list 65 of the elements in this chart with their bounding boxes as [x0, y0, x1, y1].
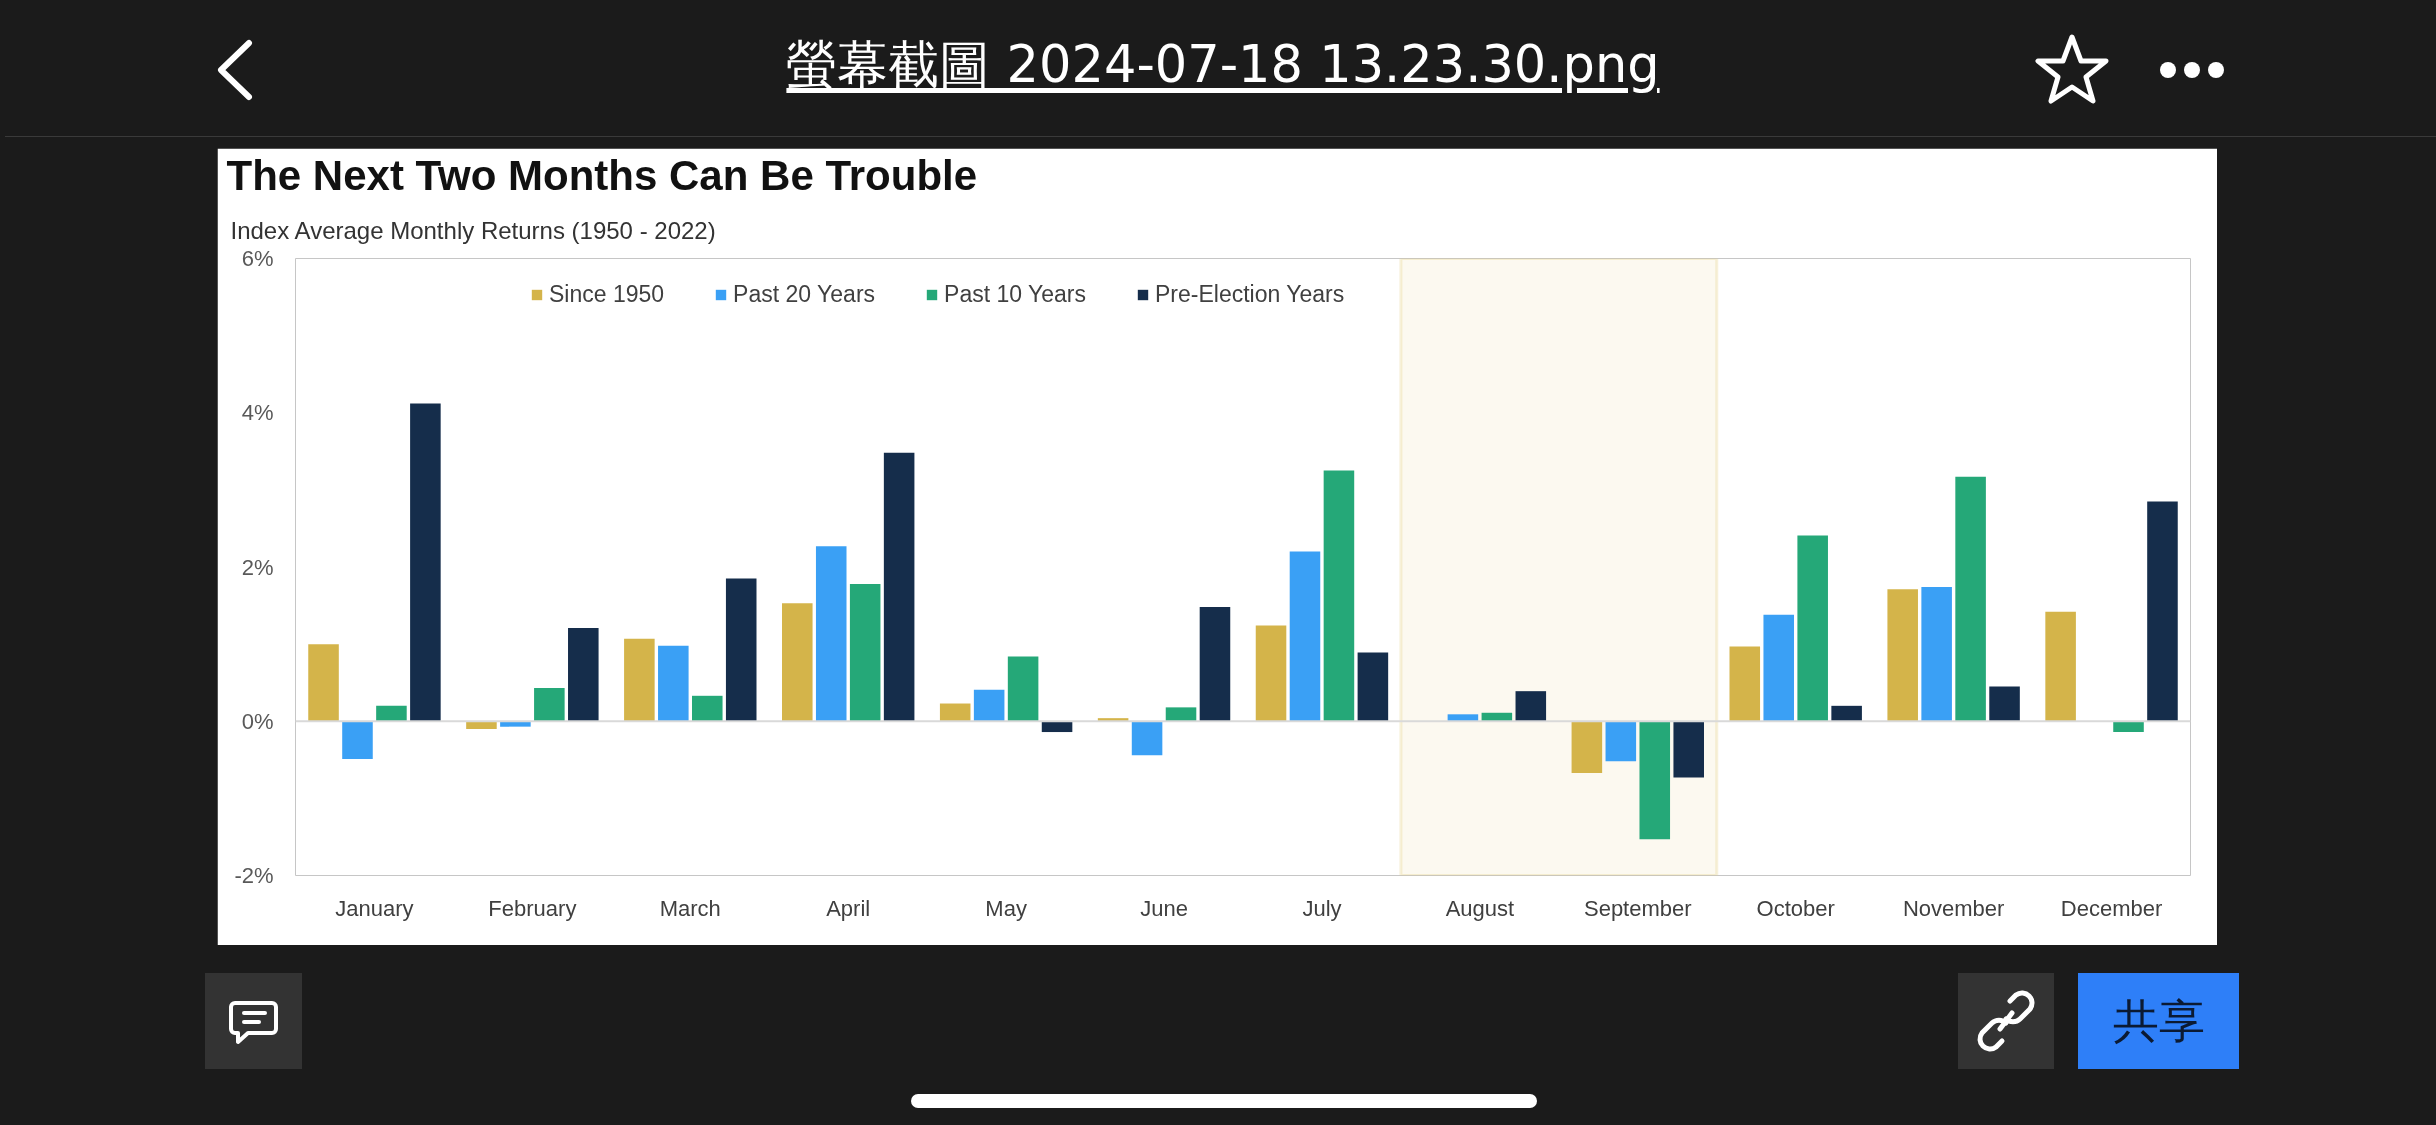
bar	[624, 638, 655, 722]
bar	[658, 645, 689, 722]
bar	[342, 721, 373, 760]
x-tick-label: March	[659, 895, 721, 921]
x-tick-label: September	[1583, 895, 1692, 921]
y-tick-label: 0%	[241, 708, 274, 734]
bar	[1921, 587, 1952, 722]
legend-label: Since 1950	[549, 281, 665, 308]
bar	[1571, 721, 1603, 773]
legend-label: Pre-Election Years	[1155, 281, 1345, 308]
bar	[1639, 721, 1671, 840]
bar	[1729, 646, 1761, 722]
bar	[815, 546, 847, 722]
bar	[534, 688, 565, 722]
bar	[1357, 652, 1389, 722]
bar	[725, 578, 757, 722]
bar	[2147, 501, 2178, 722]
x-tick-label: October	[1756, 895, 1835, 921]
x-tick-label: February	[488, 895, 577, 921]
y-tick-label: 2%	[241, 554, 274, 580]
x-tick-label: May	[985, 895, 1027, 921]
bar	[1199, 607, 1231, 722]
x-tick-label: December	[2060, 895, 2163, 921]
bar	[1131, 721, 1163, 756]
text: 共享	[2078, 973, 2239, 1069]
bar	[1831, 705, 1862, 722]
bar	[691, 695, 723, 722]
bar	[1515, 691, 1547, 722]
bar	[1797, 535, 1828, 722]
text: 螢幕截圖 2024-07-18 13.23.30.png	[786, 35, 1660, 94]
bar	[568, 627, 599, 722]
bar	[883, 452, 915, 722]
bar	[1763, 614, 1795, 722]
x-tick-label: August	[1445, 895, 1515, 921]
bar	[1989, 686, 2020, 722]
y-tick-label: 4%	[241, 400, 274, 426]
bar	[1165, 707, 1197, 722]
y-tick-label: -2%	[234, 863, 274, 888]
chart-subtitle: Index Average Monthly Returns (1950 - 2022)	[230, 216, 716, 244]
x-tick-label: July	[1302, 895, 1342, 921]
bar	[1323, 470, 1355, 722]
chart-title: The Next Two Months Can Be Trouble	[226, 151, 978, 199]
bar	[1255, 625, 1287, 722]
x-tick-label: June	[1140, 895, 1188, 921]
bar	[1673, 721, 1704, 778]
legend-label: Past 20 Years	[733, 281, 876, 308]
bar	[1605, 721, 1637, 762]
bar	[849, 583, 881, 722]
bar	[1041, 721, 1073, 733]
bar	[1289, 551, 1321, 722]
bar	[410, 403, 441, 722]
x-tick-label: April	[826, 895, 871, 921]
legend-label: Past 10 Years	[944, 281, 1086, 308]
bar	[376, 705, 407, 722]
bar	[1887, 589, 1918, 722]
bar	[973, 689, 1005, 722]
bar	[1007, 656, 1039, 722]
bar	[308, 644, 339, 722]
bar	[2113, 721, 2144, 733]
x-tick-label: November	[1902, 895, 2005, 921]
y-tick-label: 6%	[241, 246, 274, 271]
bar	[782, 603, 813, 722]
x-tick-label: January	[335, 895, 414, 921]
bar	[1955, 476, 1986, 722]
bar	[2045, 611, 2076, 722]
